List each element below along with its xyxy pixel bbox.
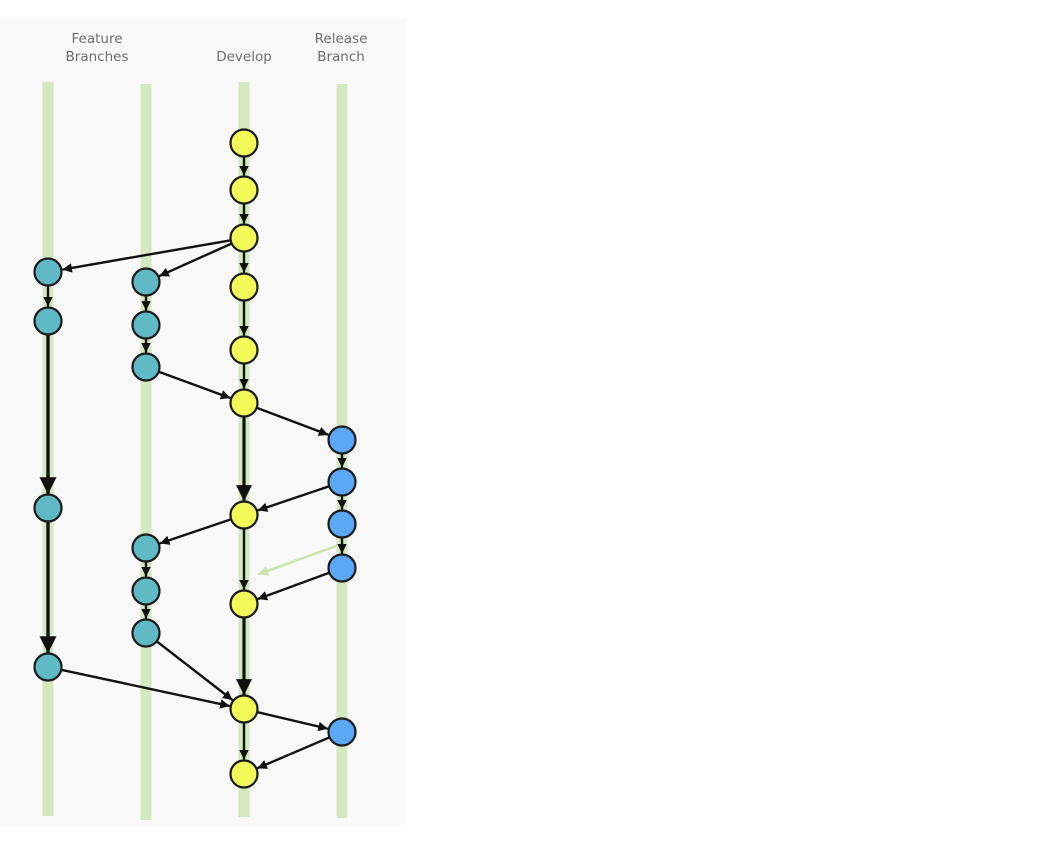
commit-develop-3 [229,272,259,302]
faded-arrow-23 [257,544,338,576]
commit-feature-a-11 [33,306,63,336]
arrow-24 [257,571,331,601]
arrow-29 [255,710,329,732]
commit-feature-b-15 [131,310,161,340]
commit-feature-b-17 [131,533,161,563]
commit-release-21 [327,467,357,497]
arrows [39,155,347,770]
arrow-28 [60,668,231,709]
commit-develop-7 [229,589,259,619]
commit-release-23 [327,553,357,583]
commit-feature-a-10 [33,257,63,287]
commit-feature-b-16 [131,352,161,382]
commit-develop-8 [229,694,259,724]
commit-feature-a-13 [33,652,63,682]
commit-feature-a-12 [33,493,63,523]
arrow-16 [157,370,231,400]
commit-release-22 [327,509,357,539]
commit-develop-9 [229,759,259,789]
commit-feature-b-14 [131,267,161,297]
commit-develop-4 [229,335,259,365]
arrow-9 [62,239,232,273]
commits [33,128,357,789]
label-develop: Develop [216,49,272,65]
label-feature-branches: Feature Branches [65,31,129,65]
commit-release-24 [327,717,357,747]
commit-develop-1 [229,175,259,205]
commit-develop-6 [229,500,259,530]
commit-develop-2 [229,223,259,253]
commit-release-20 [327,425,357,455]
arrow-30 [257,736,331,770]
arrow-10 [158,242,233,277]
lanes [42,82,348,820]
arrow-17 [255,406,329,436]
commit-feature-b-19 [131,618,161,648]
commit-develop-5 [229,388,259,418]
arrow-22 [159,518,233,545]
label-release-branch: Release Branch [314,31,368,65]
commit-feature-b-18 [131,576,161,606]
commit-develop-0 [229,128,259,158]
arrow-27 [155,640,234,701]
arrow-21 [257,485,331,512]
